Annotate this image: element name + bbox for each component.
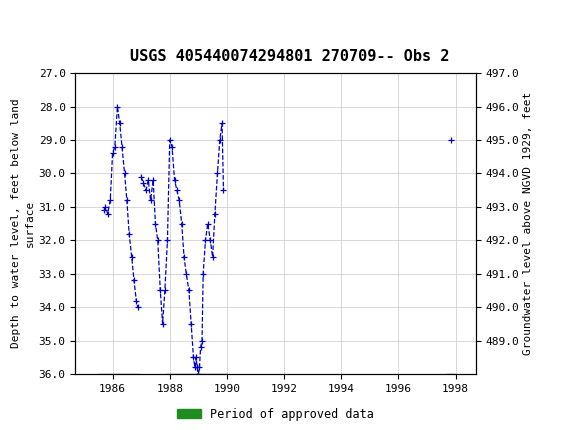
Text: USGS 405440074294801 270709-- Obs 2: USGS 405440074294801 270709-- Obs 2 [130,49,450,64]
Y-axis label: Groundwater level above NGVD 1929, feet: Groundwater level above NGVD 1929, feet [523,92,533,355]
Text: USGS: USGS [67,9,118,27]
Y-axis label: Depth to water level, feet below land
surface: Depth to water level, feet below land su… [12,99,35,348]
Legend: Period of approved data: Period of approved data [172,403,379,425]
